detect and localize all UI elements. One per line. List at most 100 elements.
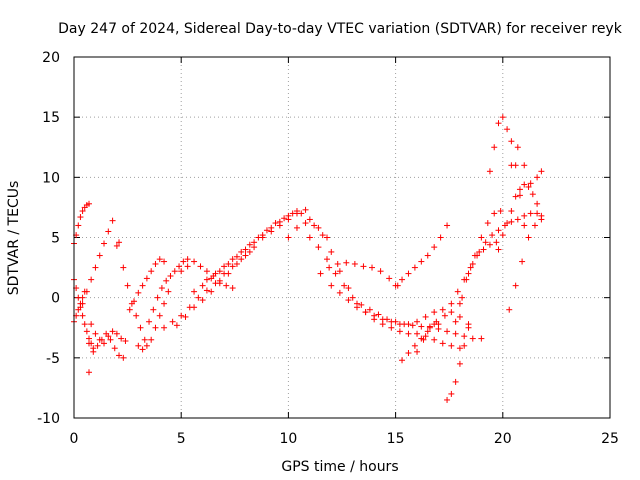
data-point (293, 224, 300, 231)
data-point (92, 330, 99, 337)
data-point (349, 294, 356, 301)
data-point (88, 321, 95, 328)
data-point (96, 336, 103, 343)
data-point (216, 277, 223, 284)
data-point (229, 263, 236, 270)
data-point (315, 244, 322, 251)
data-point (302, 206, 309, 213)
data-point (246, 248, 253, 255)
data-point (184, 263, 191, 270)
data-point (516, 192, 523, 199)
data-point (118, 335, 125, 342)
data-point (116, 352, 123, 359)
data-point (414, 348, 421, 355)
data-point (529, 191, 536, 198)
data-point (306, 234, 313, 241)
data-point (422, 333, 429, 340)
data-point (184, 256, 191, 263)
data-point (212, 270, 219, 277)
data-point (163, 277, 170, 284)
data-point (242, 246, 249, 253)
data-point (203, 268, 210, 275)
data-point (268, 224, 275, 231)
data-point (148, 268, 155, 275)
data-point (105, 228, 112, 235)
data-point (431, 244, 438, 251)
data-point (448, 342, 455, 349)
data-point (191, 304, 198, 311)
data-point (152, 324, 159, 331)
data-point (317, 270, 324, 277)
data-point (272, 220, 279, 227)
data-point (504, 126, 511, 133)
data-point (452, 378, 459, 385)
data-point (495, 246, 502, 253)
data-point (281, 215, 288, 222)
data-point (456, 300, 463, 307)
data-point (360, 263, 367, 270)
data-point (426, 324, 433, 331)
data-point (94, 342, 101, 349)
data-point (527, 210, 534, 217)
data-point (208, 288, 215, 295)
data-point (448, 390, 455, 397)
chart-title: Day 247 of 2024, Sidereal Day-to-day VTE… (58, 21, 623, 37)
data-point (315, 224, 322, 231)
data-point (489, 232, 496, 239)
data-point (238, 256, 245, 263)
data-point (486, 241, 493, 248)
data-point (148, 336, 155, 343)
data-point (285, 212, 292, 219)
y-tick-label: -10 (37, 411, 60, 427)
data-point (171, 268, 178, 275)
data-point (105, 333, 112, 340)
data-point (512, 282, 519, 289)
data-point (311, 222, 318, 229)
data-point (225, 260, 232, 267)
data-point (456, 345, 463, 352)
data-point (405, 270, 412, 277)
data-point (534, 200, 541, 207)
data-point (152, 260, 159, 267)
x-tick-label: 10 (279, 431, 297, 447)
x-tick-label: 20 (494, 431, 512, 447)
data-point (422, 313, 429, 320)
data-point (465, 270, 472, 277)
x-tick-label: 25 (601, 431, 619, 447)
data-point (439, 340, 446, 347)
data-point (255, 234, 262, 241)
data-point (516, 186, 523, 193)
data-point (478, 335, 485, 342)
y-tick-label: -5 (46, 351, 60, 367)
data-point (323, 234, 330, 241)
data-points (71, 114, 545, 403)
data-point (77, 214, 84, 221)
data-point (334, 260, 341, 267)
data-point (456, 313, 463, 320)
data-point (336, 289, 343, 296)
data-point (161, 300, 168, 307)
data-point (431, 336, 438, 343)
data-point (86, 200, 93, 207)
data-point (362, 309, 369, 316)
data-point (120, 354, 127, 361)
data-point (225, 270, 232, 277)
data-point (461, 342, 468, 349)
data-point (197, 263, 204, 270)
data-point (88, 276, 95, 283)
data-point (298, 210, 305, 217)
data-point (508, 162, 515, 169)
data-point (139, 282, 146, 289)
data-point (182, 313, 189, 320)
data-point (491, 210, 498, 217)
data-point (229, 256, 236, 263)
data-point (493, 239, 500, 246)
data-point (463, 276, 470, 283)
data-point (444, 396, 451, 403)
data-point (469, 335, 476, 342)
data-point (120, 264, 127, 271)
data-point (139, 346, 146, 353)
data-point (221, 263, 228, 270)
data-point (135, 342, 142, 349)
